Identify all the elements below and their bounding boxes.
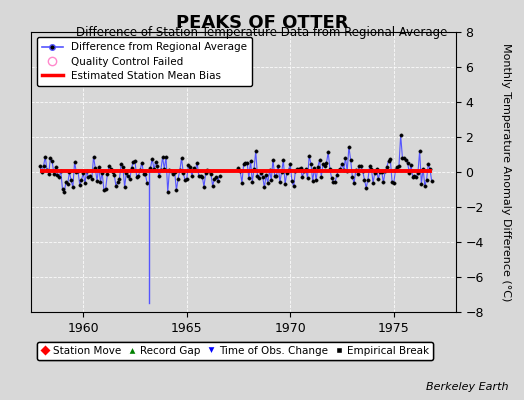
Text: Difference of Station Temperature Data from Regional Average: Difference of Station Temperature Data f…	[77, 26, 447, 39]
Legend: Station Move, Record Gap, Time of Obs. Change, Empirical Break: Station Move, Record Gap, Time of Obs. C…	[37, 342, 433, 360]
Y-axis label: Monthly Temperature Anomaly Difference (°C): Monthly Temperature Anomaly Difference (…	[501, 43, 511, 301]
Text: Berkeley Earth: Berkeley Earth	[426, 382, 508, 392]
Text: PEAKS OF OTTER: PEAKS OF OTTER	[176, 14, 348, 32]
